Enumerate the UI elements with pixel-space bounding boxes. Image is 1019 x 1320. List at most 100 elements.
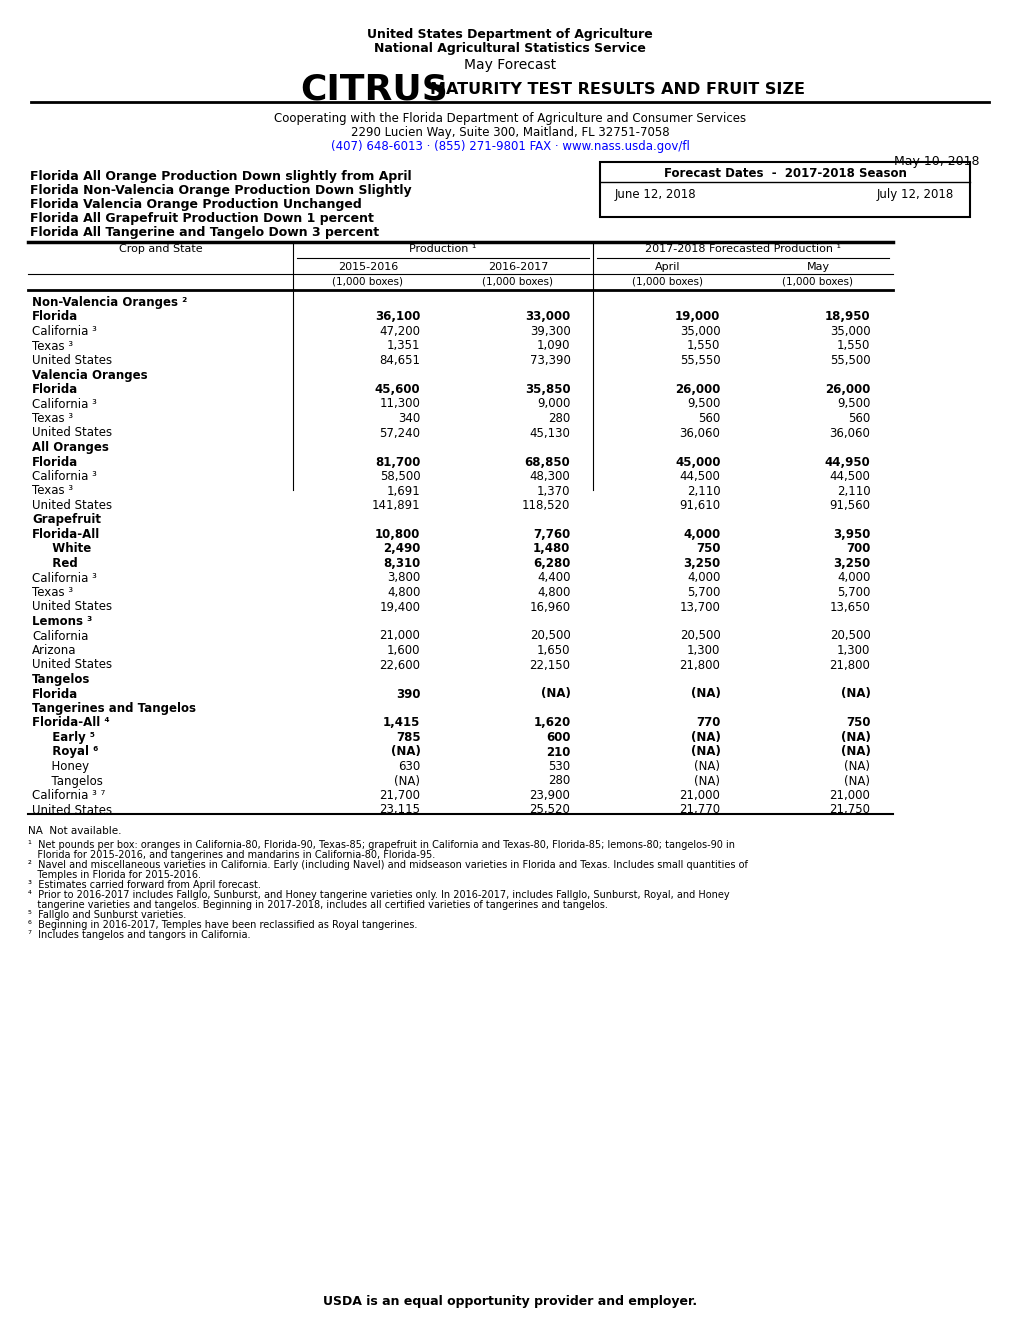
Text: Texas ³: Texas ³	[32, 484, 73, 498]
Text: 21,800: 21,800	[828, 659, 869, 672]
Text: Tangerines and Tangelos: Tangerines and Tangelos	[32, 702, 196, 715]
Text: 750: 750	[695, 543, 719, 556]
Text: 44,500: 44,500	[828, 470, 869, 483]
Text: Royal ⁶: Royal ⁶	[44, 746, 98, 759]
Text: 55,550: 55,550	[680, 354, 719, 367]
Text: 45,130: 45,130	[529, 426, 570, 440]
Text: All Oranges: All Oranges	[32, 441, 109, 454]
Text: Crop and State: Crop and State	[118, 244, 202, 253]
Text: 36,060: 36,060	[679, 426, 719, 440]
Text: (1,000 boxes): (1,000 boxes)	[632, 276, 703, 286]
Text: 18,950: 18,950	[824, 310, 869, 323]
Text: 560: 560	[698, 412, 719, 425]
Text: 73,390: 73,390	[529, 354, 570, 367]
Text: 3,950: 3,950	[833, 528, 869, 541]
Text: (NA): (NA)	[840, 688, 869, 701]
Text: 4,000: 4,000	[837, 572, 869, 585]
Text: Texas ³: Texas ³	[32, 339, 73, 352]
Text: 1,691: 1,691	[386, 484, 420, 498]
Text: 390: 390	[395, 688, 420, 701]
Text: 9,500: 9,500	[687, 397, 719, 411]
Text: May Forecast: May Forecast	[464, 58, 555, 73]
Text: 20,500: 20,500	[529, 630, 570, 643]
Text: (NA): (NA)	[844, 760, 869, 774]
Text: 55,500: 55,500	[829, 354, 869, 367]
Text: Non-Valencia Oranges ²: Non-Valencia Oranges ²	[32, 296, 187, 309]
Text: 210: 210	[545, 746, 570, 759]
Text: United States: United States	[32, 659, 112, 672]
Text: 84,651: 84,651	[379, 354, 420, 367]
Text: California ³: California ³	[32, 572, 97, 585]
Text: California ³: California ³	[32, 397, 97, 411]
Text: 2015-2016: 2015-2016	[337, 261, 397, 272]
Text: Lemons ³: Lemons ³	[32, 615, 92, 628]
Text: 5,700: 5,700	[687, 586, 719, 599]
Text: 16,960: 16,960	[529, 601, 570, 614]
Text: 8,310: 8,310	[383, 557, 420, 570]
Text: Florida: Florida	[32, 688, 78, 701]
Text: 21,770: 21,770	[679, 804, 719, 817]
Text: 45,000: 45,000	[675, 455, 719, 469]
Text: 35,000: 35,000	[829, 325, 869, 338]
Text: Florida Non-Valencia Orange Production Down Slightly: Florida Non-Valencia Orange Production D…	[30, 183, 412, 197]
Text: ⁷  Includes tangelos and tangors in California.: ⁷ Includes tangelos and tangors in Calif…	[28, 931, 251, 940]
Text: 3,800: 3,800	[387, 572, 420, 585]
Text: Honey: Honey	[44, 760, 89, 774]
Text: 4,800: 4,800	[387, 586, 420, 599]
Text: Arizona: Arizona	[32, 644, 76, 657]
Text: National Agricultural Statistics Service: National Agricultural Statistics Service	[374, 42, 645, 55]
Text: White: White	[44, 543, 91, 556]
Text: 22,600: 22,600	[379, 659, 420, 672]
Text: 91,560: 91,560	[828, 499, 869, 512]
Text: (407) 648-6013 · (855) 271-9801 FAX · www.nass.usda.gov/fl: (407) 648-6013 · (855) 271-9801 FAX · ww…	[330, 140, 689, 153]
Text: 785: 785	[395, 731, 420, 744]
Text: 39,300: 39,300	[529, 325, 570, 338]
Text: 1,480: 1,480	[533, 543, 570, 556]
Text: 21,000: 21,000	[379, 630, 420, 643]
Text: Grapefruit: Grapefruit	[32, 513, 101, 527]
Text: 19,400: 19,400	[379, 601, 420, 614]
Text: 25,520: 25,520	[529, 804, 570, 817]
Text: Red: Red	[44, 557, 77, 570]
Text: Florida for 2015-2016, and tangerines and mandarins in California-80, Florida-95: Florida for 2015-2016, and tangerines an…	[28, 850, 435, 861]
Text: (NA): (NA)	[394, 775, 420, 788]
Text: Florida Valencia Orange Production Unchanged: Florida Valencia Orange Production Uncha…	[30, 198, 362, 211]
Text: 4,400: 4,400	[536, 572, 570, 585]
Text: Valencia Oranges: Valencia Oranges	[32, 368, 148, 381]
Text: (1,000 boxes): (1,000 boxes)	[482, 276, 553, 286]
Text: 45,600: 45,600	[375, 383, 420, 396]
Text: 2290 Lucien Way, Suite 300, Maitland, FL 32751-7058: 2290 Lucien Way, Suite 300, Maitland, FL…	[351, 125, 668, 139]
Text: 1,370: 1,370	[536, 484, 570, 498]
FancyBboxPatch shape	[599, 162, 969, 216]
Text: July 12, 2018: July 12, 2018	[875, 187, 953, 201]
Text: United States Department of Agriculture: United States Department of Agriculture	[367, 28, 652, 41]
Text: (1,000 boxes): (1,000 boxes)	[332, 276, 404, 286]
Text: 81,700: 81,700	[375, 455, 420, 469]
Text: Florida-All ⁴: Florida-All ⁴	[32, 717, 109, 730]
Text: (NA): (NA)	[840, 746, 869, 759]
Text: 4,000: 4,000	[687, 572, 719, 585]
Text: (NA): (NA)	[690, 688, 719, 701]
Text: 1,300: 1,300	[687, 644, 719, 657]
Text: 1,620: 1,620	[533, 717, 570, 730]
Text: ²  Navel and miscellaneous varieties in California. Early (including Navel) and : ² Navel and miscellaneous varieties in C…	[28, 861, 747, 870]
Text: 58,500: 58,500	[379, 470, 420, 483]
Text: 21,750: 21,750	[828, 804, 869, 817]
Text: 44,950: 44,950	[824, 455, 869, 469]
Text: 20,500: 20,500	[828, 630, 869, 643]
Text: (NA): (NA)	[690, 731, 719, 744]
Text: 57,240: 57,240	[379, 426, 420, 440]
Text: 3,250: 3,250	[833, 557, 869, 570]
Text: May 10, 2018: May 10, 2018	[894, 154, 979, 168]
Text: 1,600: 1,600	[386, 644, 420, 657]
Text: 91,610: 91,610	[679, 499, 719, 512]
Text: United States: United States	[32, 426, 112, 440]
Text: 2,110: 2,110	[836, 484, 869, 498]
Text: 1,650: 1,650	[536, 644, 570, 657]
Text: 23,900: 23,900	[529, 789, 570, 803]
Text: April: April	[654, 261, 680, 272]
Text: California ³: California ³	[32, 325, 97, 338]
Text: 48,300: 48,300	[529, 470, 570, 483]
Text: 530: 530	[548, 760, 570, 774]
Text: United States: United States	[32, 601, 112, 614]
